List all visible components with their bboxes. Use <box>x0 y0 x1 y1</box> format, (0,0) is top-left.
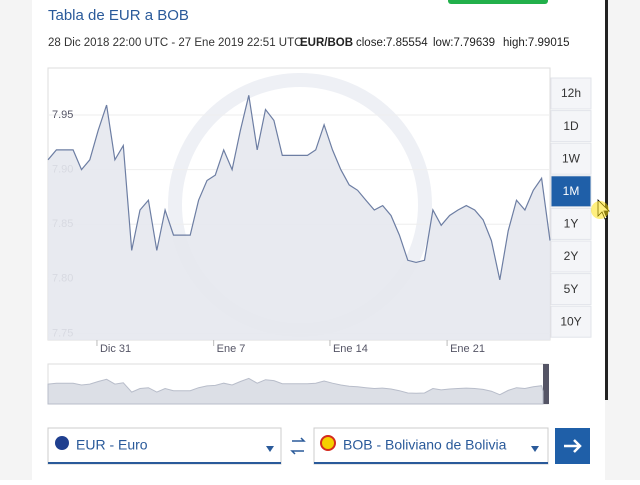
cursor-highlight <box>591 201 609 219</box>
y-tick-label: 7.95 <box>52 109 73 121</box>
close: close:7.85554 <box>356 37 428 49</box>
dropdown-arrow <box>531 446 539 452</box>
title: Tabla de EUR a BOB <box>48 7 189 24</box>
arrow-icon <box>564 439 582 453</box>
range-button[interactable] <box>550 240 592 273</box>
range-label: 10Y <box>560 314 581 328</box>
to-label: BOB - Boliviano de Bolivia <box>343 437 507 453</box>
flag <box>55 436 69 450</box>
range-button[interactable] <box>550 273 592 306</box>
range-button[interactable] <box>550 175 592 208</box>
navigator-area <box>47 377 544 405</box>
range-label: 2Y <box>564 249 579 263</box>
margin <box>605 0 640 480</box>
low: low:7.79639 <box>433 37 495 49</box>
area <box>48 95 550 340</box>
flag <box>320 435 336 451</box>
range-button[interactable] <box>550 207 592 240</box>
x-tick-label: Ene 21 <box>450 343 485 355</box>
to-select[interactable] <box>313 427 549 465</box>
high: high:7.99015 <box>503 37 570 49</box>
x-tick-label: Dic 31 <box>100 343 131 355</box>
from-label: EUR - Euro <box>76 437 148 453</box>
range-button[interactable] <box>550 110 592 143</box>
range-label: 1M <box>563 184 580 198</box>
button[interactable] <box>448 0 548 4</box>
dropdown-arrow <box>266 446 274 452</box>
x-tick-label: Ene 7 <box>217 343 246 355</box>
from-select[interactable] <box>47 427 282 465</box>
range-label: 1W <box>562 151 581 165</box>
range-label: 1D <box>563 119 579 133</box>
range-button[interactable] <box>550 305 592 338</box>
range-label: 1Y <box>564 217 579 231</box>
navigator-handle[interactable] <box>543 364 549 404</box>
pair: EUR/BOB <box>300 37 353 49</box>
line <box>47 95 551 281</box>
edge <box>605 0 608 400</box>
range-button[interactable] <box>550 142 592 175</box>
swap-icon[interactable] <box>290 437 306 455</box>
range-label: 12h <box>561 86 581 100</box>
range-label: 5Y <box>564 282 579 296</box>
range-button[interactable] <box>550 77 592 110</box>
date-range: 28 Dic 2018 22:00 UTC - 27 Ene 2019 22:5… <box>48 37 302 49</box>
x-tick-label: Ene 14 <box>333 343 368 355</box>
margin <box>0 0 32 480</box>
